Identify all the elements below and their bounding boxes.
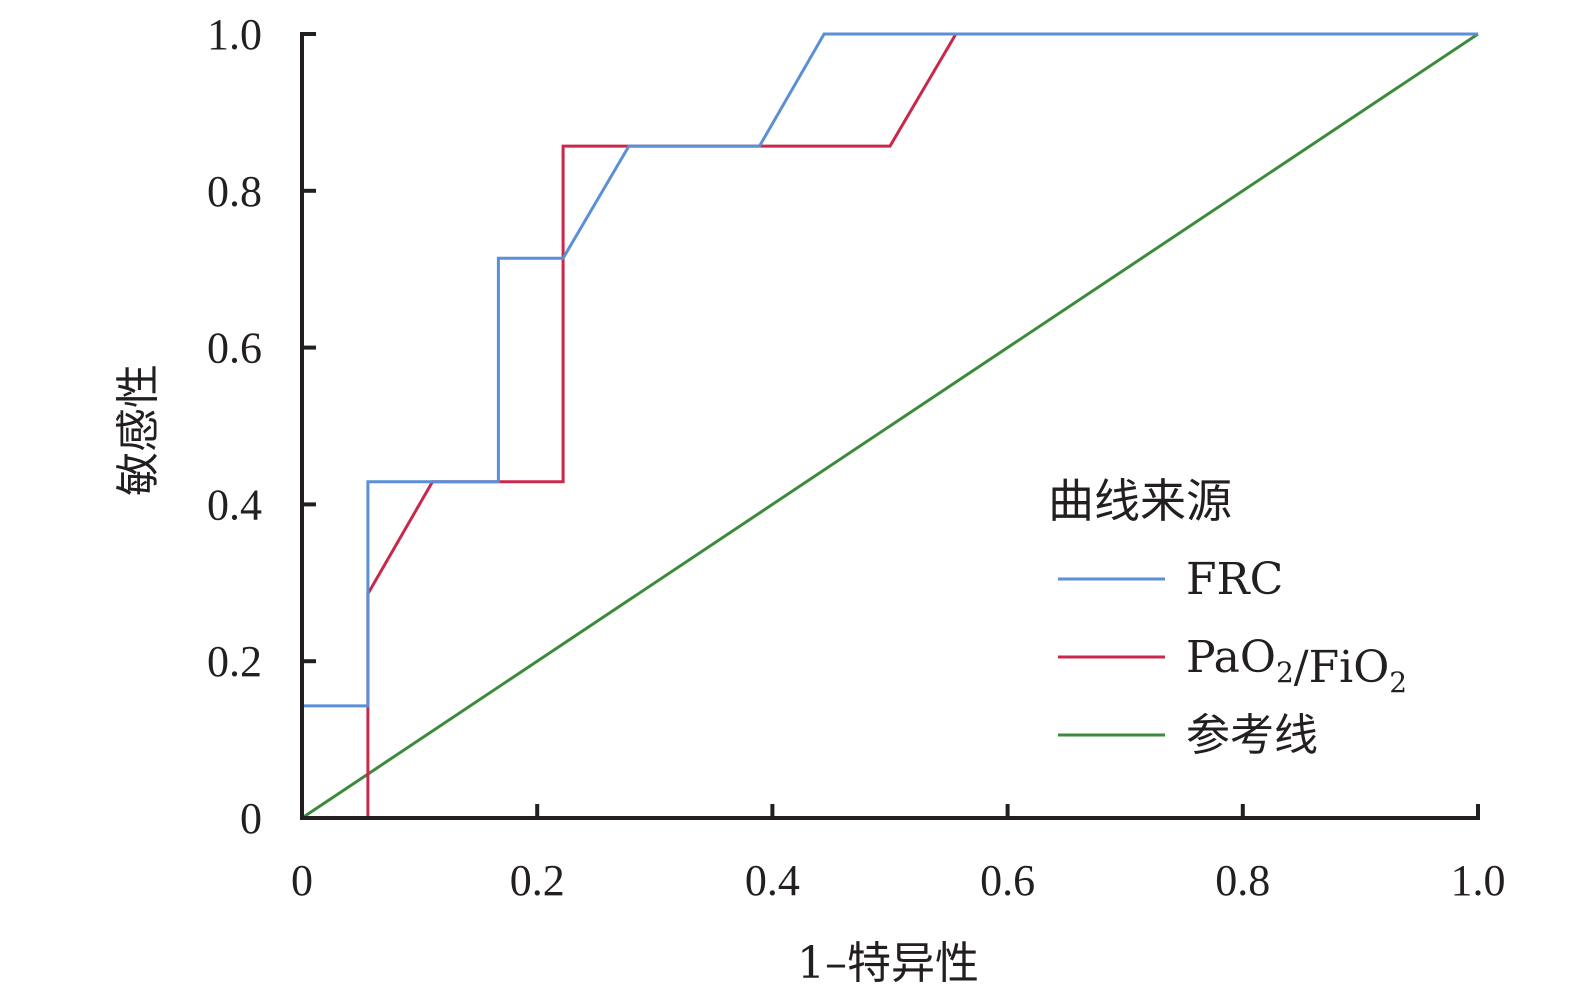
y-tick-label: 0.2: [207, 637, 262, 686]
series-layer: [300, 32, 1479, 820]
x-axis-label: 1–特异性: [797, 938, 979, 989]
y-tick-label: 0.8: [207, 167, 262, 216]
legend-entry-1: PaO2/FiO2: [1186, 632, 1407, 699]
legend-entry-0: FRC: [1186, 554, 1283, 605]
y-tick-label: 0.4: [207, 480, 262, 529]
x-tick-label: 0.4: [745, 856, 800, 905]
legend: 曲线来源 FRC PaO2/FiO2 参考线: [1048, 474, 1407, 761]
tick-labels: 0 0.2 0.4 0.6 0.8 1.0 0 0.2 0.4 0.6 0.8 1.0: [207, 10, 1506, 905]
y-tick-label: 0: [240, 794, 262, 843]
x-tick-label: 0: [291, 856, 313, 905]
y-axis-label: 敏感性: [113, 364, 164, 496]
axes-layer: [300, 32, 1480, 820]
y-tick-label: 0.6: [207, 324, 262, 373]
x-tick-label: 0.8: [1215, 856, 1270, 905]
x-tick-label: 1.0: [1451, 856, 1506, 905]
x-tick-label: 0.6: [980, 856, 1035, 905]
series-line-0: [300, 32, 1478, 818]
series-line-2: [301, 32, 1479, 820]
y-tick-label: 1.0: [207, 10, 262, 59]
x-tick-label: 0.2: [510, 856, 565, 905]
series-line-1: [302, 32, 1478, 820]
legend-title: 曲线来源: [1048, 474, 1232, 528]
legend-entry-2: 参考线: [1186, 710, 1318, 761]
